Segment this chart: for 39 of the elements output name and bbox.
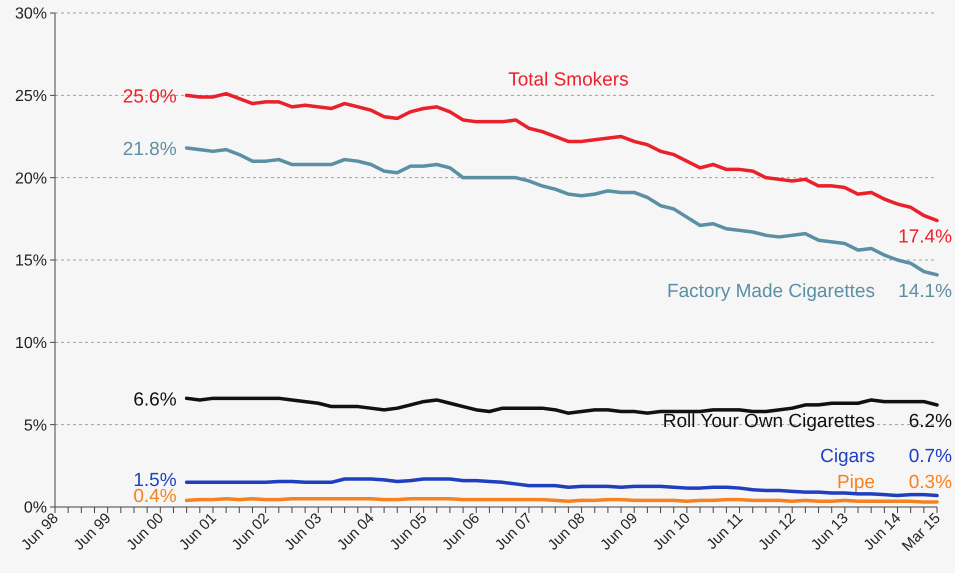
x-tick-label: Jun 09 — [597, 510, 642, 554]
x-tick-label: Jun 99 — [70, 510, 114, 554]
series-label: Total Smokers — [508, 70, 629, 91]
series-label: Roll Your Own Cigarettes — [662, 410, 875, 432]
x-tick-label: Jun 05 — [386, 510, 430, 554]
series-label: Pipe — [836, 472, 875, 494]
x-tick-label: Jun 00 — [123, 510, 168, 554]
data-label: 17.4% — [898, 226, 952, 248]
data-label: 6.2% — [908, 410, 952, 432]
x-tick-label: Jun 13 — [808, 510, 852, 554]
y-tick-label: 20% — [14, 170, 47, 188]
y-tick-label: 0% — [24, 500, 47, 517]
y-tick-label: 25% — [14, 88, 47, 105]
x-tick-label: Jun 01 — [176, 510, 220, 554]
x-tick-label: Jun 03 — [281, 510, 326, 554]
x-tick-label: Mar 15 — [898, 510, 944, 555]
x-tick-label: Jun 08 — [544, 510, 588, 554]
series-label: Cigars — [820, 446, 875, 468]
x-tick-label: Jun 06 — [439, 510, 484, 554]
data-label: 0.4% — [133, 486, 177, 507]
data-label: 21.8% — [122, 139, 177, 160]
x-tick-label: Jun 10 — [650, 510, 694, 554]
x-tick-label: Jun 02 — [228, 510, 272, 554]
series-label: Factory Made Cigarettes — [666, 280, 875, 302]
data-label: 25.0% — [122, 86, 177, 108]
x-tick-label: Jun 11 — [703, 510, 746, 553]
data-label: 0.7% — [908, 446, 952, 468]
y-tick-label: 15% — [14, 252, 47, 270]
line-series — [184, 92, 939, 222]
data-label: 14.1% — [898, 280, 952, 302]
y-tick-label: 5% — [24, 417, 47, 434]
y-tick-label: 10% — [14, 334, 47, 352]
y-tick-label: 30% — [14, 6, 47, 23]
x-tick-label: Jun 04 — [334, 510, 378, 554]
x-tick-label: Jun 12 — [755, 510, 800, 554]
data-label: 0.3% — [908, 472, 952, 494]
x-tick-label: Jun 07 — [492, 510, 536, 554]
data-label: 6.6% — [133, 389, 177, 410]
line-series — [184, 396, 939, 415]
